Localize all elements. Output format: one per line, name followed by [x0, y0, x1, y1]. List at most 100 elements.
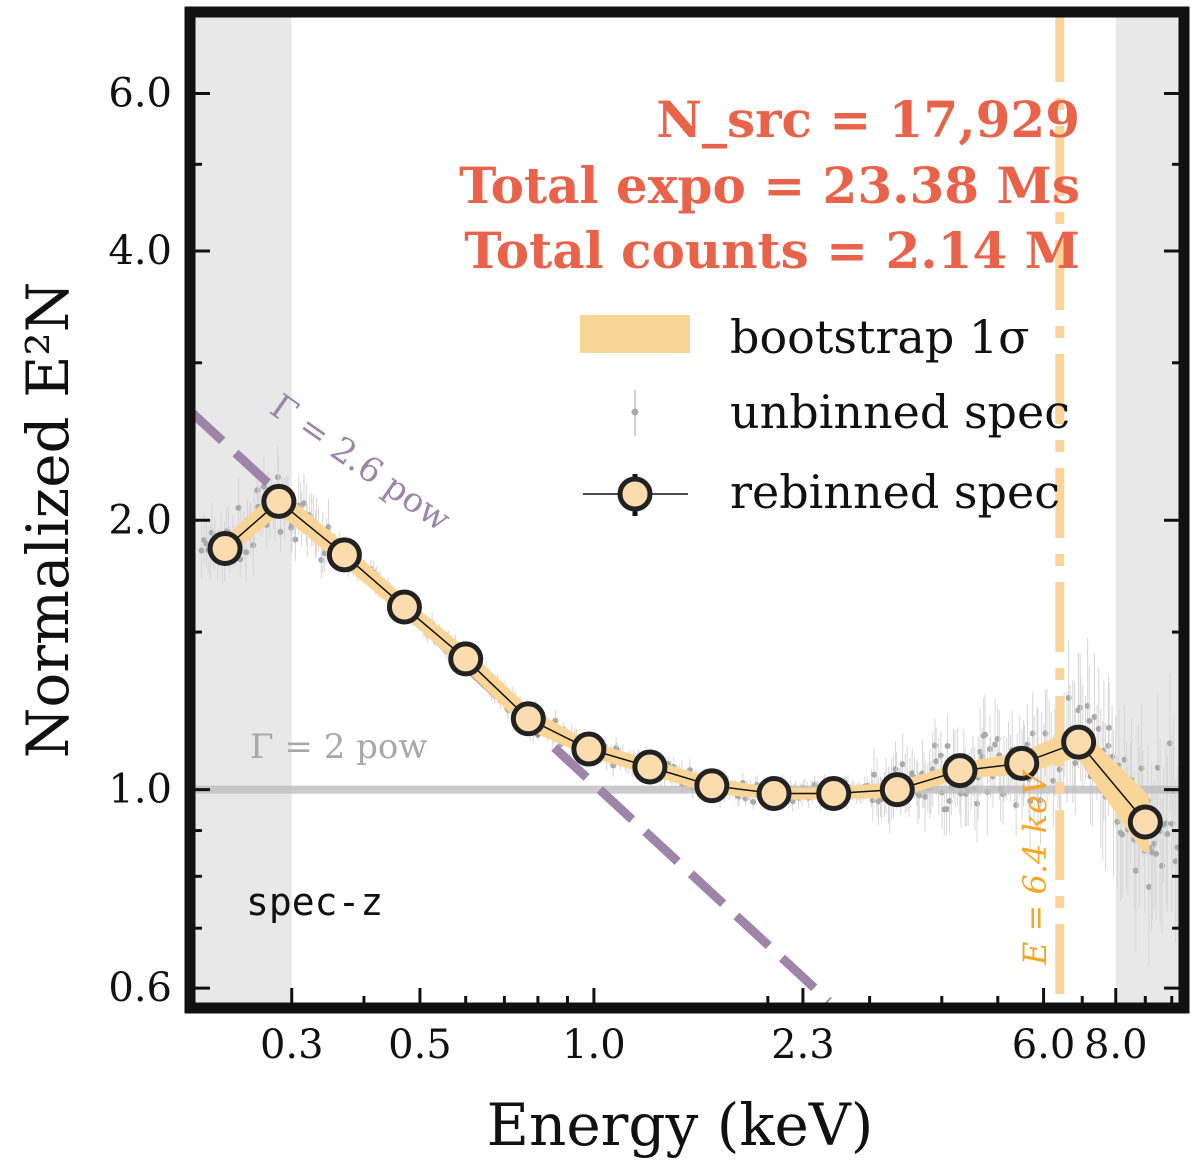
x-axis-label: Energy (keV)	[487, 1091, 874, 1159]
y-axis-ticks: 0.6 1.0 2.0 4.0 6.0	[108, 70, 1184, 1011]
unbinned-point	[1121, 756, 1128, 763]
rebinned-point	[816, 776, 852, 812]
unbinned-point	[899, 761, 906, 768]
unbinned-point	[977, 748, 984, 755]
unbinned-point	[916, 792, 923, 799]
unbinned-point	[892, 766, 899, 773]
unbinned-point	[1029, 730, 1036, 737]
unbinned-point	[1114, 818, 1121, 825]
unbinned-point	[1164, 830, 1171, 837]
stats-nsrc: N_src = 17,929	[656, 90, 1080, 149]
unbinned-point	[1086, 717, 1093, 724]
unbinned-point	[1151, 840, 1158, 847]
unbinned-point	[992, 741, 999, 748]
legend-band-label: bootstrap 1σ	[730, 310, 1030, 364]
sample-label: spec-z	[246, 880, 383, 924]
x-tick-label: 6.0	[1012, 1022, 1076, 1068]
x-tick-label: 0.3	[260, 1022, 324, 1068]
unbinned-point	[1105, 742, 1112, 749]
fe-line-label: E = 6.4 keV	[1016, 769, 1054, 966]
rebinned-point	[942, 753, 978, 789]
unbinned-point	[937, 752, 944, 759]
unbinned-point	[274, 474, 281, 481]
unbinned-point	[789, 798, 796, 805]
unbinned-point	[198, 547, 205, 554]
gamma2-label: Γ = 2 pow	[250, 727, 427, 767]
unbinned-point	[1152, 850, 1159, 857]
rebinned-point	[1127, 804, 1163, 840]
stats-expo: Total expo = 23.38 Ms	[459, 156, 1080, 215]
rebinned-point	[207, 531, 243, 567]
rebinned-point	[386, 589, 422, 625]
unbinned-point	[1027, 798, 1034, 805]
rebinned-point	[632, 749, 668, 785]
unbinned-point	[1154, 764, 1161, 771]
legend-rebinned-marker	[617, 476, 653, 512]
unbinned-point	[292, 536, 299, 543]
unbinned-point	[300, 500, 307, 507]
y-tick-label: 2.0	[108, 497, 172, 543]
rebinned-point	[694, 768, 730, 804]
unbinned-point	[750, 798, 757, 805]
unbinned-point	[1072, 759, 1079, 766]
rebinned-point	[261, 483, 297, 519]
rebinned-point	[326, 537, 362, 573]
unbinned-point	[1159, 862, 1166, 869]
unbinned-point	[208, 529, 215, 536]
x-tick-label: 0.5	[388, 1022, 452, 1068]
unbinned-point	[973, 800, 980, 807]
unbinned-point	[243, 549, 250, 556]
y-axis-label: Normalized E²N	[14, 282, 82, 759]
shaded-region-high	[1115, 12, 1184, 1008]
plot-frame	[184, 6, 1190, 1014]
x-tick-label: 1.0	[562, 1022, 626, 1068]
unbinned-point	[987, 745, 994, 752]
rebinned-point	[756, 776, 792, 812]
unbinned-point	[1077, 704, 1084, 711]
y-tick-label: 6.0	[108, 70, 172, 116]
rebinned-point	[879, 772, 915, 808]
y-tick-label: 0.6	[108, 965, 172, 1011]
legend-rebinned-label: rebinned spec	[730, 465, 1060, 519]
unbinned-point	[1119, 831, 1126, 838]
x-tick-label: 2.3	[771, 1022, 835, 1068]
unbinned-point	[1145, 883, 1152, 890]
unbinned-point	[1042, 730, 1049, 737]
unbinned-point	[1138, 765, 1145, 772]
stats-counts: Total counts = 2.14 M	[464, 221, 1080, 280]
y-tick-label: 4.0	[108, 228, 172, 274]
unbinned-point	[318, 557, 325, 564]
rebinned-point	[510, 701, 546, 737]
unbinned-point	[931, 742, 938, 749]
rebinned-point	[448, 641, 484, 677]
rebinned-point	[1004, 745, 1040, 781]
unbinned-point	[254, 487, 261, 494]
unbinned-point	[1106, 724, 1113, 731]
rebinned-markers	[207, 483, 1163, 840]
legend: bootstrap 1σ unbinned spec rebinned spec	[580, 310, 1070, 519]
unbinned-point	[1132, 867, 1139, 874]
unbinned-point	[871, 771, 878, 778]
rebinned-point	[1061, 724, 1097, 760]
unbinned-point	[1065, 694, 1072, 701]
unbinned-point	[1163, 820, 1170, 827]
unbinned-point	[250, 542, 257, 549]
rebinned-line	[224, 500, 1146, 823]
legend-unbinned-marker	[631, 408, 639, 416]
unbinned-point	[1095, 725, 1102, 732]
unbinned-point	[235, 504, 242, 511]
x-tick-label: 8.0	[1084, 1022, 1148, 1068]
unbinned-point	[944, 742, 951, 749]
unbinned-point	[1056, 766, 1063, 773]
rebinned-point	[571, 731, 607, 767]
unbinned-point	[933, 758, 940, 765]
unbinned-point	[981, 731, 988, 738]
unbinned-point	[1091, 714, 1098, 721]
y-tick-label: 1.0	[108, 767, 172, 813]
unbinned-point	[922, 793, 929, 800]
legend-band-swatch	[580, 315, 690, 353]
unbinned-point	[943, 806, 950, 813]
x-axis-ticks: 0.3 0.5 1.0 2.3 6.0 8.0	[188, 988, 1174, 1068]
unbinned-point	[277, 528, 284, 535]
